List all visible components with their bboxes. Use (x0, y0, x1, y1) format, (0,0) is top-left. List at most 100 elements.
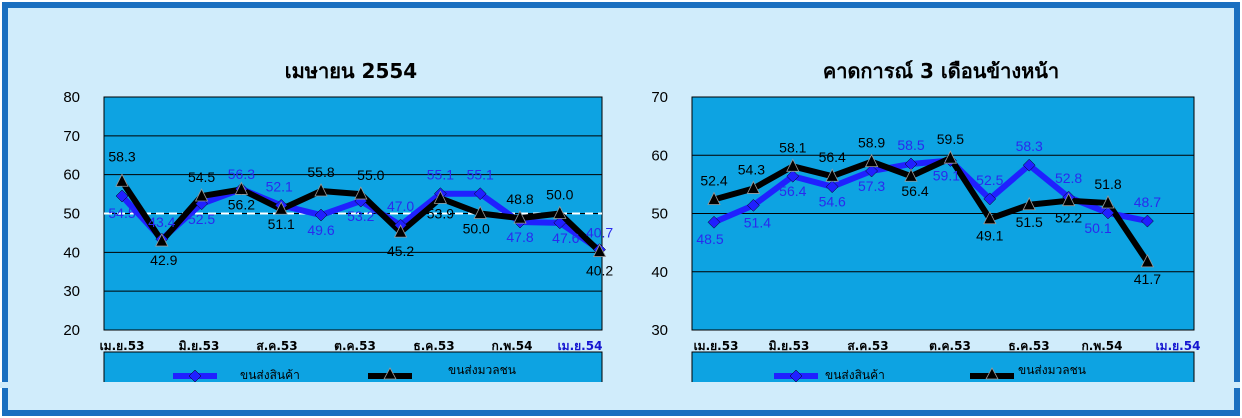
mass-transit-point (983, 210, 997, 225)
mass-transit-data-label: 52.2 (1055, 210, 1082, 226)
mass-transit-data-label: 49.1 (976, 228, 1003, 244)
mass-transit-data-label: 59.5 (937, 131, 964, 147)
freight-data-label: 49.6 (307, 222, 334, 238)
mass-transit-data-label: 56.4 (901, 183, 928, 199)
mass-transit-point (1061, 192, 1076, 207)
x-tick-label: ก.พ.54 (1082, 339, 1123, 353)
mass-transit-point (1022, 196, 1036, 211)
mass-transit-data-label: 53.9 (427, 205, 454, 221)
freight-data-label: 48.5 (696, 231, 723, 247)
y-tick-label: 60 (63, 167, 80, 184)
mass-transit-data-label: 58.9 (858, 135, 885, 151)
x-tick-label: เม.ย.53 (100, 339, 145, 353)
mass-transit-data-label: 55.0 (357, 167, 384, 183)
freight-data-label: 52.5 (188, 211, 215, 227)
freight-data-label: 47.8 (506, 229, 533, 245)
mass-transit-data-label: 56.2 (228, 196, 255, 212)
y-tick-label: 50 (63, 206, 80, 223)
mass-transit-data-label: 56.4 (819, 149, 846, 165)
x-tick-label: มิ.ย.53 (769, 339, 810, 353)
legend-clip (620, 382, 1240, 388)
freight-data-label: 59.1 (933, 167, 960, 183)
freight-data-label: 55.1 (427, 167, 454, 183)
mass-transit-point (194, 188, 209, 202)
legend-box (691, 351, 1195, 385)
mass-transit-point (155, 233, 169, 247)
legend-freight-label: ขนส่งสินค้า (240, 368, 300, 382)
freight-data-label: 56.4 (779, 183, 806, 199)
y-tick-label: 60 (651, 147, 668, 164)
freight-point (1022, 158, 1036, 172)
freight-data-label: 47.0 (387, 198, 414, 214)
mass-transit-point (864, 153, 879, 168)
y-tick-label: 70 (651, 89, 668, 106)
mass-transit-point (433, 190, 448, 204)
mass-transit-data-label: 50.0 (463, 221, 490, 237)
y-tick-label: 40 (651, 264, 668, 281)
mass-transit-data-label: 54.3 (738, 161, 765, 177)
freight-point (115, 189, 129, 203)
x-tick-label: มิ.ย.53 (179, 339, 220, 353)
freight-data-label: 58.3 (1016, 138, 1043, 154)
mass-transit-data-label: 48.8 (506, 191, 533, 207)
y-tick-label: 20 (63, 322, 80, 339)
freight-point (983, 192, 997, 206)
mass-transit-data-label: 51.5 (1016, 214, 1043, 230)
mass-transit-point (473, 205, 487, 219)
mass-transit-data-label: 51.8 (1094, 176, 1121, 192)
freight-data-label: 56.3 (228, 166, 255, 182)
mass-transit-point (513, 210, 527, 224)
freight-data-label: 52.8 (1055, 170, 1082, 186)
mass-transit-data-label: 54.5 (188, 169, 215, 185)
freight-data-label: 58.5 (897, 137, 924, 153)
mass-transit-point (314, 183, 328, 197)
freight-point (825, 180, 839, 194)
freight-data-label: 47.6 (552, 230, 579, 246)
mass-transit-data-label: 45.2 (387, 243, 414, 259)
mass-transit-data-label: 51.1 (268, 216, 295, 232)
freight-point (747, 198, 760, 212)
freight-point (707, 215, 721, 229)
mass-transit-point (393, 224, 408, 238)
x-tick-label: ส.ค.53 (847, 339, 888, 353)
chart-april-2554: เมษายน 2554 20 30 40 50 60 70 80 เม.ย.53 มิ.ย.53… (0, 59, 620, 388)
mass-transit-data-label: 42.9 (150, 252, 177, 268)
freight-data-label: 43.4 (148, 214, 175, 230)
mass-transit-data-label: 52.4 (700, 173, 727, 189)
chart-forecast-3-months: คาดการณ์ 3 เดือนข้างหน้า 30 40 50 60 70 เม.ย.… (620, 59, 1240, 388)
mass-transit-point (1101, 195, 1115, 209)
freight-point (1141, 214, 1154, 228)
freight-point (786, 169, 800, 183)
freight-point (553, 216, 567, 230)
x-tick-label: เม.ย.54 (1156, 339, 1201, 353)
freight-data-label: 53.2 (347, 208, 374, 224)
y-tick-label: 50 (651, 206, 668, 223)
series-line-mass-transit (713, 155, 1150, 264)
y-tick-label: 30 (651, 322, 668, 339)
mass-transit-data-label: 50.0 (546, 187, 573, 203)
legend-mass-transit-marker (383, 367, 397, 380)
y-tick-label: 30 (63, 283, 80, 300)
x-tick-label: เม.ย.53 (694, 339, 739, 353)
freight-data-label: 48.7 (1134, 194, 1161, 210)
mass-transit-point (234, 181, 249, 195)
mass-transit-point (553, 205, 567, 219)
mass-transit-point (904, 168, 918, 182)
freight-point (473, 187, 487, 201)
mass-transit-point (746, 180, 761, 194)
legend-mass-transit-label: ขนส่งมวลชน (1018, 363, 1086, 377)
freight-data-label: 54.6 (819, 194, 846, 210)
mass-transit-data-label: 40.2 (586, 263, 613, 279)
freight-data-label: 55.1 (467, 167, 494, 183)
freight-point (865, 164, 878, 178)
mass-transit-point (943, 150, 958, 164)
mass-transit-point (115, 173, 129, 187)
y-tick-label: 40 (63, 244, 80, 261)
legend-mass-transit-marker (985, 367, 999, 380)
freight-data-label: 57.3 (858, 178, 885, 194)
chart-title: เมษายน 2554 (285, 59, 417, 83)
freight-data-label: 52.5 (976, 172, 1003, 188)
mass-transit-point (354, 186, 368, 200)
legend-mass-transit-label: ขนส่งมวลชน (448, 363, 516, 377)
freight-data-label: 40.7 (586, 225, 613, 241)
